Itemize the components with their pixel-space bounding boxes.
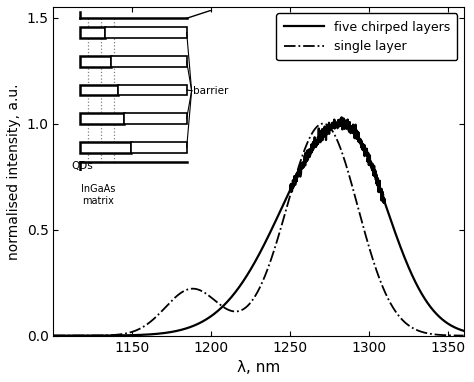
Legend: five chirped layers, single layer: five chirped layers, single layer	[276, 13, 457, 60]
X-axis label: λ, nm: λ, nm	[237, 360, 280, 375]
Y-axis label: normalised intensity, a.u.: normalised intensity, a.u.	[7, 83, 21, 259]
